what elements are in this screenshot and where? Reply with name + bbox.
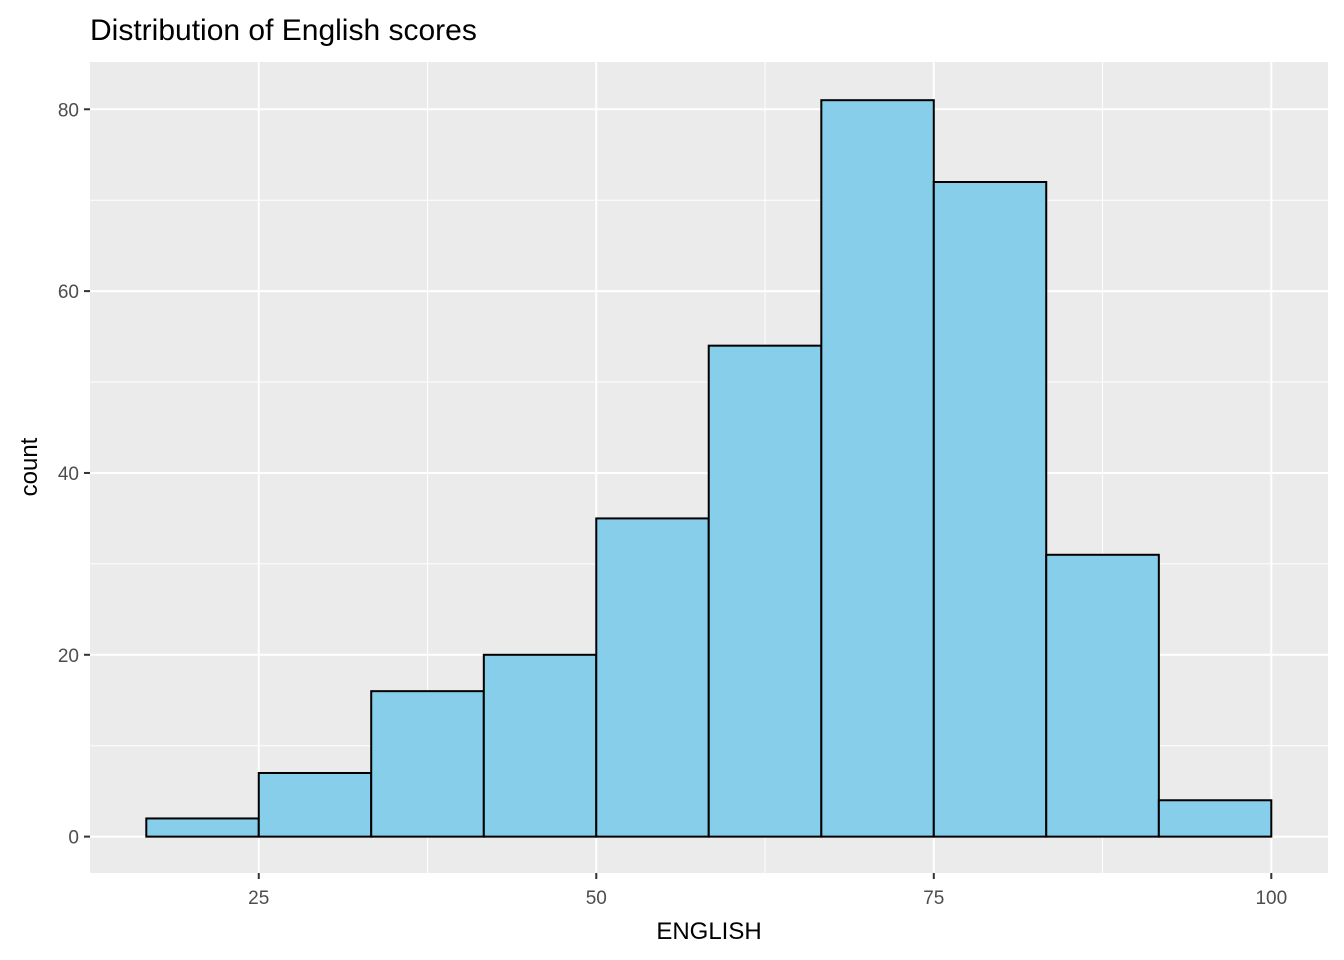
histogram-bar: [1157, 799, 1273, 838]
y-axis-label: count: [16, 437, 43, 496]
x-tick-label: 50: [586, 888, 607, 909]
y-tick-label: 20: [58, 646, 79, 667]
chart-title: Distribution of English scores: [90, 14, 477, 47]
histogram-bar: [932, 181, 1048, 838]
x-tick-label: 75: [923, 888, 944, 909]
histogram-bar: [257, 771, 373, 838]
histogram-bar: [145, 817, 260, 838]
histogram-bar: [707, 344, 823, 838]
bars: [145, 99, 1273, 838]
histogram-bar: [370, 690, 485, 838]
y-tick-label: 80: [58, 100, 79, 121]
y-tick-label: 40: [58, 464, 79, 485]
axis-ticks: 25 50 75 100 0 20 40 60 80: [58, 100, 1287, 909]
histogram-bar: [1045, 553, 1160, 838]
histogram-bar: [595, 517, 710, 838]
histogram-bar: [820, 99, 935, 838]
y-tick-label: 60: [58, 282, 79, 303]
x-tick-label: 100: [1255, 888, 1287, 909]
y-tick-label: 0: [68, 828, 79, 849]
histogram-bar: [482, 653, 598, 838]
x-axis-label: ENGLISH: [656, 918, 761, 945]
x-tick-label: 25: [248, 888, 269, 909]
